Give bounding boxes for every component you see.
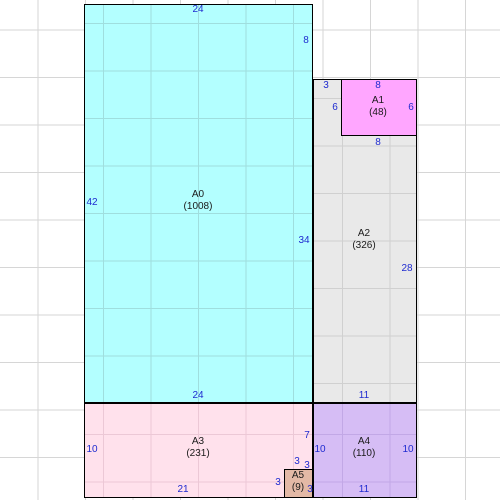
dim-a0-right-upper: 8 xyxy=(303,35,309,46)
dim-a4-bottom: 11 xyxy=(358,484,370,495)
room-a3-area: (231) xyxy=(186,448,210,459)
room-a1-name: A1 xyxy=(371,95,385,106)
room-a5-area: (9) xyxy=(291,482,305,493)
dim-a1-left: 6 xyxy=(332,102,338,113)
dim-a1-top: 8 xyxy=(375,80,381,91)
room-a2-name: A2 xyxy=(357,228,371,239)
room-a1-area: (48) xyxy=(369,107,387,118)
dim-a2-right: 28 xyxy=(401,263,413,274)
room-a3[interactable] xyxy=(84,403,313,498)
dim-a4-left: 10 xyxy=(314,444,326,455)
dim-a5-right-lower: 3 xyxy=(307,484,313,495)
dim-a2-bottom: 11 xyxy=(358,390,370,401)
dim-a0-bottom: 24 xyxy=(192,390,204,401)
room-a5[interactable] xyxy=(284,469,313,498)
room-a3-label: A3 (231) xyxy=(186,436,209,460)
dim-a5-left: 3 xyxy=(275,477,281,488)
room-a0-label: A0 (1008) xyxy=(184,189,213,213)
room-a2-label: A2 (326) xyxy=(352,228,375,252)
dim-a1-right: 6 xyxy=(408,102,414,113)
dim-a3-right-upper: 7 xyxy=(304,430,310,441)
dim-a0-top: 24 xyxy=(192,4,204,15)
dim-a3-left: 10 xyxy=(86,444,98,455)
dim-a4-right: 10 xyxy=(402,444,414,455)
room-a0-area: (1008) xyxy=(183,201,213,212)
room-a5-label: A5 (9) xyxy=(292,470,304,494)
room-a5-name: A5 xyxy=(291,470,305,481)
room-a4-label: A4 (110) xyxy=(353,436,376,460)
dim-a0-right-lower: 34 xyxy=(298,235,310,246)
room-a0[interactable] xyxy=(84,4,313,403)
dim-a5-top: 3 xyxy=(294,456,300,467)
room-a1[interactable] xyxy=(341,79,417,136)
room-a4-area: (110) xyxy=(352,448,376,459)
room-a4[interactable] xyxy=(313,403,417,498)
dim-a0-left: 42 xyxy=(86,197,98,208)
dim-a1-bottom: 8 xyxy=(375,137,381,148)
room-a4-name: A4 xyxy=(357,436,371,447)
dim-a5-right-upper: 3 xyxy=(304,460,310,471)
dim-a2-notch: 3 xyxy=(323,80,329,91)
room-a0-name: A0 xyxy=(191,189,205,200)
room-a1-label: A1 (48) xyxy=(369,95,387,119)
dim-a3-bottom: 21 xyxy=(177,484,189,495)
room-a2-area: (326) xyxy=(352,240,376,251)
room-a3-name: A3 xyxy=(191,436,205,447)
